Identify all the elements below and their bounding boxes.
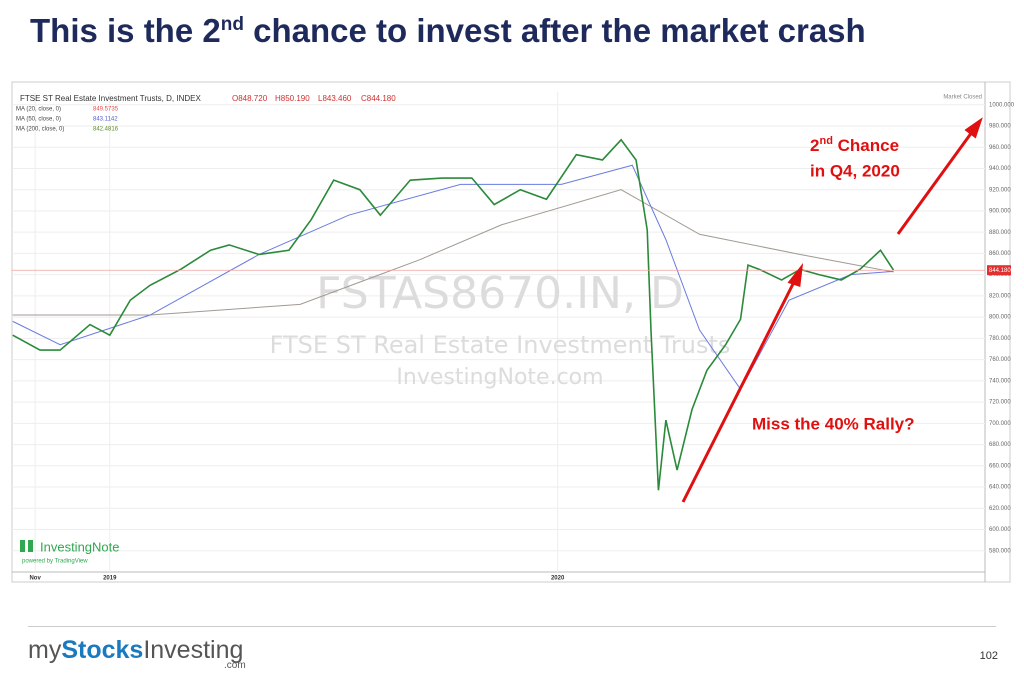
x-tick-label: 2020 [551, 576, 565, 582]
chart: 580.000 600.000 620.000 640.000 660.000 680.0… [11, 81, 1015, 583]
logo-part: my [28, 636, 62, 664]
brand: InvestingNote [40, 539, 120, 554]
y-tick-label: 840.000 [989, 272, 1011, 278]
series-line [12, 138, 895, 491]
arrow [681, 279, 797, 503]
ohlc-value: C844.180 [361, 94, 396, 103]
ma-value: 842.4816 [93, 127, 119, 133]
y-tick-label: 1000.000 [989, 102, 1015, 108]
arrow-head [964, 117, 983, 139]
annotation: Miss the 40% Rally? [752, 414, 915, 433]
title-sup: nd [220, 14, 244, 35]
ohlc-value: O848.720 [232, 94, 268, 103]
watermark: InvestingNote.com [396, 365, 603, 390]
y-tick-label: 760.000 [989, 357, 1011, 363]
ma-value: 849.5735 [93, 107, 119, 113]
y-tick-label: 740.000 [989, 378, 1011, 384]
y-tick-label: 680.000 [989, 442, 1011, 448]
y-tick-label: 900.000 [989, 209, 1011, 215]
y-tick-label: 660.000 [989, 463, 1011, 469]
brand-sub: powered by TradingView [22, 559, 88, 565]
y-tick-label: 640.000 [989, 485, 1011, 491]
ma-name: MA (50, close, 0) [16, 117, 61, 123]
arrow [896, 131, 974, 235]
annotation: 2nd Chance [810, 135, 899, 156]
last-price-tag [987, 265, 1011, 276]
x-tick-label: 2019 [103, 576, 117, 582]
annotation: in Q4, 2020 [810, 161, 900, 180]
legend-title: FTSE ST Real Estate Investment Trusts, D… [20, 94, 201, 103]
y-tick-label: 980.000 [989, 124, 1011, 130]
brand-logo: InvestingNote powered by TradingView [20, 539, 120, 565]
annotation-part: Chance [833, 136, 899, 155]
y-tick-label: 600.000 [989, 527, 1011, 533]
logo-icon [28, 540, 33, 552]
series-line [12, 189, 894, 316]
y-tick-label: 620.000 [989, 506, 1011, 512]
title-text: This is the 2 [30, 12, 221, 49]
ohlc-value: L843.460 [318, 94, 352, 103]
y-tick-label: 700.000 [989, 421, 1011, 427]
y-tick-label: 820.000 [989, 293, 1011, 299]
logo-part: Stocks [61, 636, 144, 664]
ma-name: MA (200, close, 0) [16, 127, 64, 133]
watermark: FTSE ST Real Estate Investment Trusts [270, 331, 731, 359]
annotation-sup: nd [819, 135, 832, 147]
logo-part: .com [224, 660, 246, 671]
y-tick-label: 960.000 [989, 145, 1011, 151]
footer-logo: myStocksInvesting .com [28, 636, 246, 671]
y-tick-label: 920.000 [989, 187, 1011, 193]
arrow-head [787, 262, 804, 288]
market-status: Market Closed [943, 95, 982, 101]
watermark: FSTAS8670.IN, D [316, 268, 684, 319]
y-tick-label: 580.000 [989, 548, 1011, 554]
footer-rule [28, 626, 996, 627]
annotation-part: 2 [810, 136, 819, 155]
ohlc-value: H850.190 [275, 94, 310, 103]
page-number: 102 [979, 650, 998, 662]
y-tick-label: 780.000 [989, 336, 1011, 342]
title-text: chance to invest after the market crash [243, 12, 866, 49]
ma-name: MA (20, close, 0) [16, 107, 61, 113]
logo-icon [20, 540, 25, 552]
last-price-label: 844.180 [989, 268, 1011, 274]
slide-title: This is the 2nd chance to invest after t… [30, 12, 866, 50]
y-tick-label: 860.000 [989, 251, 1011, 257]
y-tick-label: 880.000 [989, 230, 1011, 236]
y-tick-label: 800.000 [989, 315, 1011, 321]
y-tick-label: 720.000 [989, 400, 1011, 406]
ma-value: 843.1142 [93, 117, 118, 123]
logo-part: Investing [143, 636, 244, 664]
x-tick-label: Nov [29, 576, 41, 582]
chart-frame [11, 81, 1011, 583]
y-tick-label: 940.000 [989, 166, 1011, 172]
series-line [12, 164, 894, 391]
